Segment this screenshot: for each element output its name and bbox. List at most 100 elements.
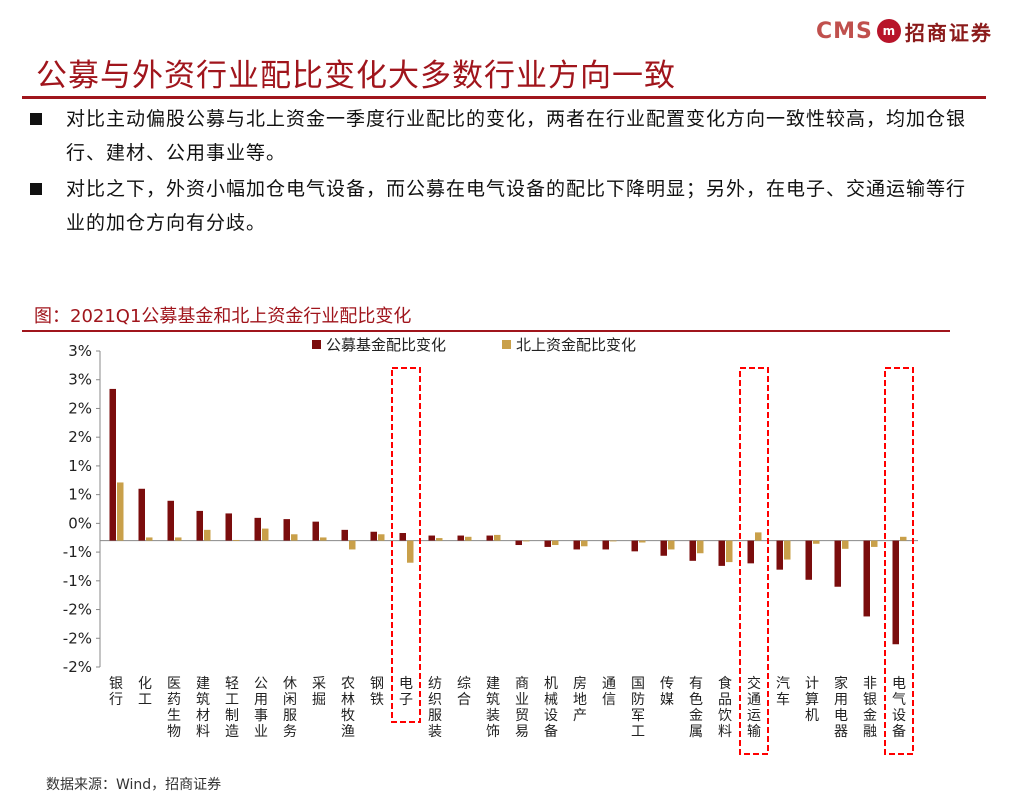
bullet-item: 对比主动偏股公募与北上资金一季度行业配比的变化，两者在行业配置变化方向一致性较高…: [30, 102, 965, 172]
bar-public-fund: [544, 540, 551, 547]
x-tick-label: 钢铁: [370, 676, 384, 708]
bar-public-fund: [747, 540, 754, 564]
x-tick-char: 服: [283, 708, 297, 724]
x-tick-char: 装: [428, 724, 442, 740]
x-tick-label: 通信: [602, 676, 616, 708]
bar-public-fund: [776, 540, 783, 570]
y-tick-label: 2%: [68, 399, 92, 417]
x-tick-char: 筑: [196, 692, 210, 708]
bar-northbound: [117, 482, 124, 541]
x-tick-char: 交: [747, 675, 761, 692]
x-tick-char: 服: [428, 708, 442, 724]
x-tick-char: 银: [863, 692, 877, 708]
x-tick-char: 色: [689, 691, 703, 708]
x-tick-char: 融: [863, 724, 877, 740]
x-tick-char: 银: [109, 676, 123, 692]
bar-northbound: [755, 532, 762, 541]
bar-public-fund: [167, 500, 174, 541]
bar-northbound: [813, 540, 820, 544]
chart-container: [22, 296, 950, 766]
x-tick-label: 化工: [138, 676, 152, 708]
x-tick-char: 公: [254, 676, 268, 692]
x-tick-label: 有色金属: [689, 676, 703, 740]
x-tick-char: 合: [457, 692, 471, 708]
y-tick-label: -2%: [63, 601, 92, 619]
x-tick-char: 传: [660, 676, 674, 692]
x-tick-char: 汽: [776, 676, 790, 692]
bar-public-fund: [660, 540, 667, 556]
x-tick-label: 建筑材料: [196, 676, 210, 740]
logo-mark-icon: m: [876, 19, 901, 43]
x-tick-char: 工: [138, 692, 152, 708]
x-tick-char: 防: [631, 692, 645, 708]
x-tick-char: 业: [515, 692, 529, 708]
x-tick-label: 建筑装饰: [486, 676, 500, 740]
x-tick-char: 制: [225, 708, 239, 724]
logo-cms-text: CMS: [816, 18, 873, 44]
x-tick-char: 休: [283, 676, 297, 692]
bar-public-fund: [631, 540, 638, 552]
x-tick-char: 用: [834, 692, 848, 708]
x-tick-char: 掘: [312, 692, 326, 708]
x-tick-char: 用: [254, 692, 268, 708]
bar-public-fund: [196, 510, 203, 541]
bar-northbound: [378, 534, 385, 541]
bar-northbound: [175, 537, 182, 541]
x-tick-char: 化: [138, 676, 152, 692]
bar-public-fund: [573, 540, 580, 550]
bullet-text: 对比主动偏股公募与北上资金一季度行业配比的变化，两者在行业配置变化方向一致性较高…: [66, 108, 967, 164]
bar-northbound: [262, 528, 269, 541]
x-tick-char: 建: [486, 676, 500, 692]
x-tick-char: 车: [776, 691, 790, 708]
x-tick-char: 通: [602, 676, 616, 692]
x-tick-label: 汽车: [776, 676, 790, 708]
y-tick-label: 2%: [68, 428, 92, 446]
x-tick-char: 业: [254, 724, 268, 740]
x-tick-char: 非: [863, 676, 877, 692]
x-tick-char: 房: [573, 676, 587, 692]
x-tick-char: 闲: [283, 692, 297, 708]
highlight-box: [884, 367, 914, 755]
x-tick-label: 传媒: [660, 676, 674, 708]
logo-cn-text: 招商证券: [904, 20, 993, 45]
x-tick-char: 物: [167, 724, 181, 740]
bar-public-fund: [254, 517, 261, 541]
bar-public-fund: [805, 540, 812, 580]
bar-northbound: [494, 534, 501, 541]
bar-public-fund: [138, 488, 145, 541]
bar-public-fund: [341, 529, 348, 541]
bar-northbound: [465, 536, 472, 541]
x-tick-char: 备: [892, 723, 906, 740]
x-tick-char: 生: [167, 708, 181, 724]
x-tick-label: 国防军工: [631, 676, 645, 740]
bar-public-fund: [689, 540, 696, 561]
x-tick-char: 织: [428, 692, 442, 708]
bar-northbound: [581, 540, 588, 547]
y-tick-label: 3%: [68, 342, 92, 360]
x-tick-char: 林: [341, 692, 355, 708]
y-tick-label: 0%: [68, 514, 92, 532]
bar-northbound: [784, 540, 791, 560]
x-tick-char: 设: [892, 708, 906, 724]
bar-public-fund: [225, 513, 232, 541]
x-tick-label: 轻工制造: [225, 676, 239, 740]
x-tick-char: 输: [747, 724, 761, 740]
bar-northbound: [349, 540, 356, 550]
x-tick-char: 电: [834, 708, 848, 724]
legend-swatch-northbound: [502, 340, 511, 349]
x-tick-label: 休闲服务: [283, 676, 297, 740]
x-tick-char: 媒: [660, 692, 674, 708]
bullet-square-icon: [30, 183, 42, 195]
x-tick-char: 装: [486, 708, 500, 724]
x-tick-char: 农: [341, 676, 355, 692]
data-source-note: 数据来源：Wind，招商证券: [46, 777, 222, 793]
bar-northbound: [436, 538, 443, 541]
chart-title-divider: [22, 330, 950, 332]
x-tick-char: 国: [631, 676, 645, 692]
x-tick-char: 属: [689, 724, 703, 740]
x-tick-char: 信: [602, 692, 616, 708]
x-tick-char: 钢: [370, 676, 384, 692]
x-tick-char: 轻: [225, 676, 239, 692]
bullet-text: 对比之下，外资小幅加仓电气设备，而公募在电气设备的配比下降明显；另外，在电子、交…: [66, 178, 967, 234]
